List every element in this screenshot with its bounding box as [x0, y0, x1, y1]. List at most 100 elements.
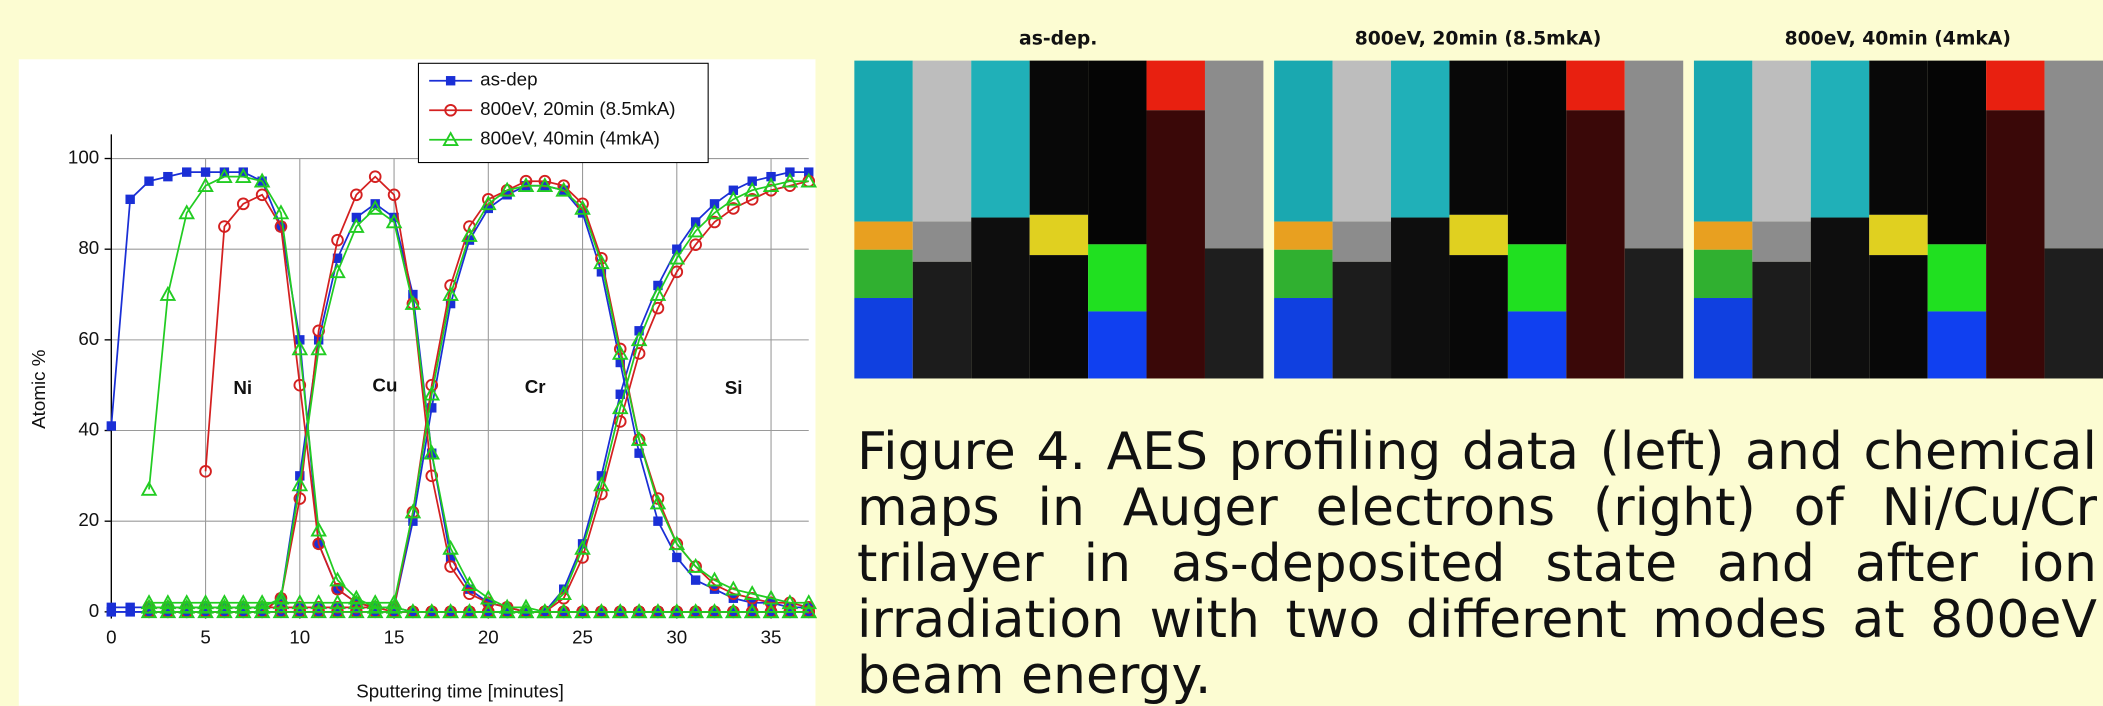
data-point [630, 430, 648, 446]
data-point [445, 552, 456, 563]
data-point [668, 249, 686, 265]
data-point [310, 594, 327, 610]
data-point [781, 172, 799, 188]
data-point [687, 222, 704, 238]
x-tick-label: 30 [666, 627, 687, 648]
map-segment [1810, 60, 1870, 218]
data-point [785, 167, 795, 177]
data-point [385, 603, 403, 619]
data-point [574, 603, 591, 619]
data-point [370, 199, 380, 209]
data-point [159, 603, 177, 619]
map-segment [2044, 60, 2103, 249]
data-point [197, 177, 214, 193]
data-point [408, 516, 418, 526]
map-segment [1274, 249, 1333, 299]
legend-label: 800eV, 40min (4mkA) [480, 128, 660, 149]
data-point [125, 194, 135, 205]
data-point [234, 168, 252, 183]
map-segment [1986, 110, 2045, 379]
data-point [743, 585, 761, 601]
data-point [199, 465, 212, 478]
data-point [234, 594, 252, 610]
y-tick-label: 60 [78, 328, 99, 349]
map-title: 800eV, 20min (8.5mkA) [1355, 29, 1602, 50]
data-point [368, 170, 382, 183]
legend-marker [442, 131, 459, 147]
data-point [725, 580, 742, 596]
map-segment [1391, 217, 1450, 379]
map-segment [1693, 298, 1753, 379]
map-segment [1810, 217, 1870, 379]
map-segment [1274, 221, 1333, 250]
data-point [253, 594, 271, 610]
data-point [576, 551, 589, 564]
data-point [313, 335, 324, 345]
data-point [444, 279, 457, 292]
data-point [517, 177, 535, 193]
x-tick-label: 35 [761, 627, 782, 648]
data-point [272, 204, 290, 220]
data-point [408, 289, 418, 300]
map-segment [854, 60, 913, 222]
data-point [351, 212, 362, 223]
data-point [762, 603, 780, 619]
data-point [427, 403, 437, 413]
annotation: Ni [233, 377, 252, 398]
data-point [404, 294, 422, 310]
data-point [690, 575, 701, 585]
data-point [253, 603, 271, 619]
map-segment [1274, 60, 1333, 222]
data-point [159, 594, 177, 610]
data-point [236, 197, 250, 211]
data-point [615, 389, 625, 399]
map-segment [1507, 244, 1567, 312]
data-point [312, 324, 325, 338]
data-point [178, 204, 196, 220]
data-point [442, 539, 459, 555]
legend-label: 800eV, 20min (8.5mkA) [480, 98, 675, 119]
map-segment [1869, 60, 1928, 215]
data-point [630, 603, 648, 619]
data-point [745, 193, 759, 206]
data-point [387, 188, 401, 202]
map-segment [1029, 255, 1089, 379]
data-point [800, 172, 818, 188]
data-point [348, 217, 365, 233]
data-point [670, 265, 684, 279]
y-tick-label: 0 [89, 600, 99, 621]
data-point [404, 603, 422, 619]
data-point [689, 238, 702, 251]
data-point [653, 280, 663, 291]
data-point [725, 603, 742, 619]
data-point [690, 217, 701, 227]
map-segment [1624, 60, 1684, 249]
map-segment [912, 221, 972, 262]
map-segment [1986, 60, 2045, 111]
data-point [800, 594, 818, 610]
data-point [125, 607, 135, 617]
data-point [463, 587, 476, 601]
data-point [140, 594, 158, 610]
data-point [555, 585, 573, 601]
map-segment [971, 217, 1030, 379]
data-point [595, 487, 608, 501]
map-segment [2044, 248, 2103, 379]
data-point [423, 603, 441, 619]
x-tick-label: 10 [289, 627, 310, 648]
data-point [762, 589, 780, 605]
x-tick-label: 25 [572, 627, 593, 648]
map-title: as-dep. [1019, 29, 1097, 50]
map-segment [1332, 221, 1392, 262]
data-point [163, 171, 173, 182]
data-point [480, 603, 497, 619]
map-title: 800eV, 40min (4mkA) [1785, 29, 2011, 50]
data-point [310, 340, 327, 356]
data-point [634, 448, 644, 458]
legend-box [417, 62, 709, 164]
map-segment [971, 60, 1030, 218]
map-segment [1204, 60, 1264, 249]
data-point [144, 176, 154, 186]
data-point [536, 177, 554, 193]
data-point [593, 603, 610, 619]
